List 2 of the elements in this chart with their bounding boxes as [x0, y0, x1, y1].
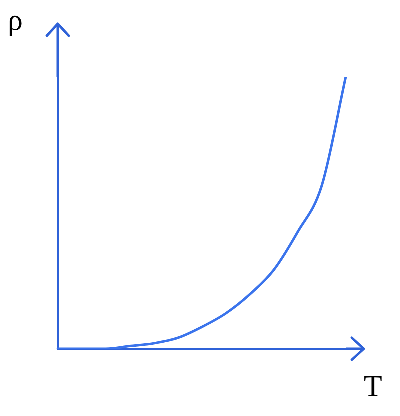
x-axis-title: T: [364, 370, 382, 403]
y-axis-title: ρ: [8, 4, 23, 37]
